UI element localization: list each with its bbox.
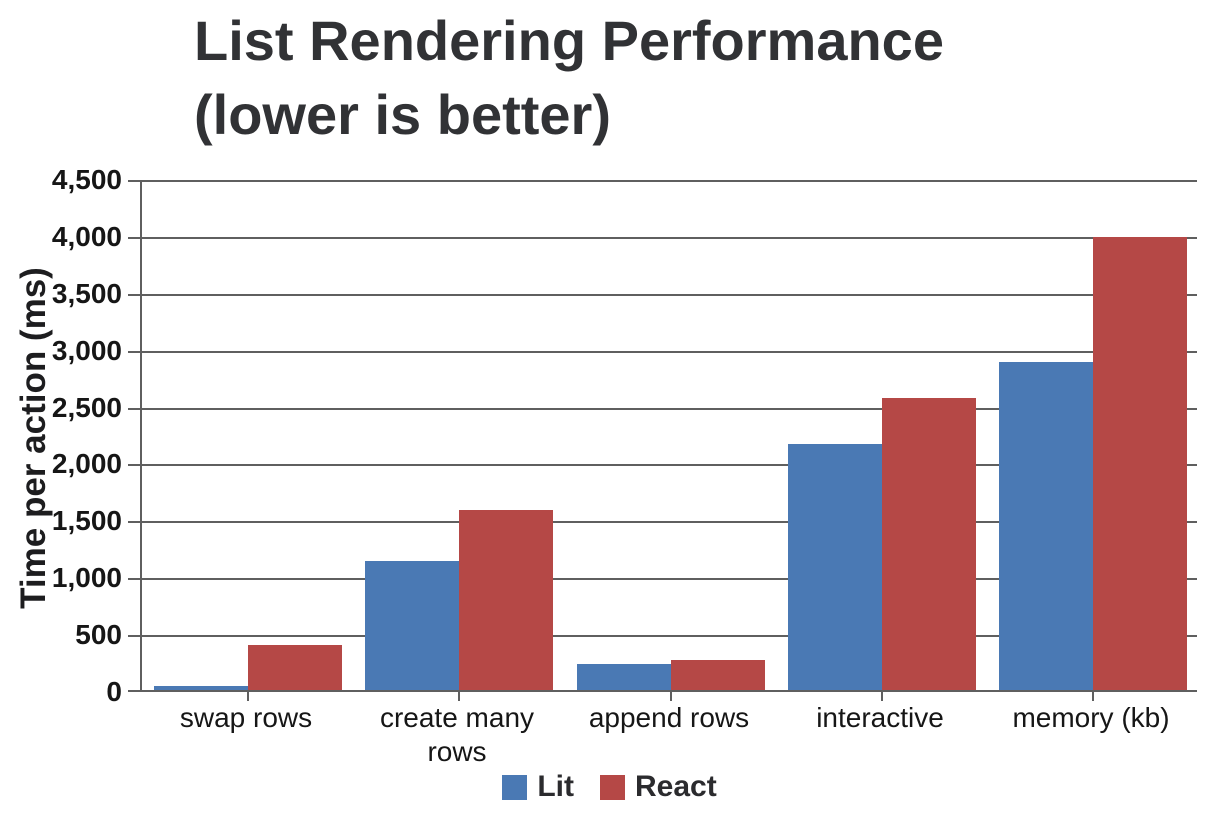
x-axis-labels: swap rows create many rows append rows inte…: [140, 701, 1197, 781]
gridline: [142, 464, 1197, 466]
x-axis-tick-mark: [670, 692, 672, 701]
bar-lit-interactive: [788, 444, 882, 692]
gridline: [142, 578, 1197, 580]
chart-title: List Rendering Performance (lower is bet…: [194, 9, 944, 146]
x-axis-label-append-rows: append rows: [588, 702, 750, 733]
y-axis-tick-mark: [128, 464, 142, 466]
bar-react-create-many-rows: [459, 510, 553, 692]
legend-item-lit: Lit: [502, 770, 574, 804]
y-axis-tick-label: 3,500: [51, 278, 122, 309]
plot-area: [128, 180, 1197, 701]
x-axis-label-interactive: interactive: [816, 702, 944, 733]
legend-item-react: React: [599, 770, 717, 804]
y-axis-tick-mark: [128, 294, 142, 296]
bar-lit-append-rows: [577, 664, 671, 692]
x-axis-label-memory-kb: memory (kb): [1012, 702, 1170, 733]
bar-react-interactive: [882, 398, 976, 692]
x-axis-tick-mark: [458, 692, 460, 701]
y-axis-tick-mark: [128, 690, 142, 692]
legend-label-lit: Lit: [537, 770, 574, 803]
y-axis-tick-mark: [128, 635, 142, 637]
y-axis-tick-label: 4,500: [51, 164, 122, 195]
legend: Lit React: [0, 770, 1219, 804]
y-axis-tick-label: 2,000: [51, 448, 122, 479]
y-axis-tick-label: 1,000: [51, 562, 122, 593]
y-axis-tick-mark: [128, 351, 142, 353]
bar-react-memory-kb: [1093, 237, 1187, 692]
y-axis-tick-mark: [128, 180, 142, 182]
y-axis-tick-label: 2,500: [51, 392, 122, 423]
legend-swatch-lit: [502, 774, 528, 800]
y-axis-tick-label: 4,000: [51, 221, 122, 252]
x-axis-label-create-many-rows: create many rows: [379, 702, 535, 767]
y-axis-tick-label: 1,500: [51, 505, 122, 536]
y-axis-tick-mark: [128, 408, 142, 410]
y-axis-tick-labels: 0 500 1,000 1,500 2,000 2,500 3,000 3,500 4,000 4…: [0, 165, 122, 707]
bar-react-swap-rows: [248, 645, 342, 692]
y-axis-tick-label: 3,000: [51, 335, 122, 366]
y-axis-tick-label: 500: [75, 619, 122, 650]
y-axis-tick-label: 0: [106, 676, 122, 707]
legend-swatch-react: [599, 774, 625, 800]
gridline: [142, 408, 1197, 410]
bar-lit-memory-kb: [999, 362, 1093, 692]
gridline: [142, 521, 1197, 523]
legend-label-react: React: [634, 770, 717, 803]
gridline: [142, 294, 1197, 296]
x-axis-label-swap-rows: swap rows: [179, 702, 313, 733]
gridline: [142, 351, 1197, 353]
gridline: [142, 635, 1197, 637]
gridline: [142, 180, 1197, 182]
gridline: [142, 237, 1197, 239]
x-axis-tick-mark: [247, 692, 249, 701]
y-axis-tick-mark: [128, 578, 142, 580]
bar-lit-swap-rows: [154, 686, 248, 692]
x-axis-tick-mark: [881, 692, 883, 701]
x-axis-line: [142, 690, 1197, 692]
x-axis-tick-mark: [1092, 692, 1094, 701]
bar-lit-create-many-rows: [365, 561, 459, 692]
y-axis-tick-mark: [128, 521, 142, 523]
bar-react-append-rows: [671, 660, 765, 692]
y-axis-tick-mark: [128, 237, 142, 239]
